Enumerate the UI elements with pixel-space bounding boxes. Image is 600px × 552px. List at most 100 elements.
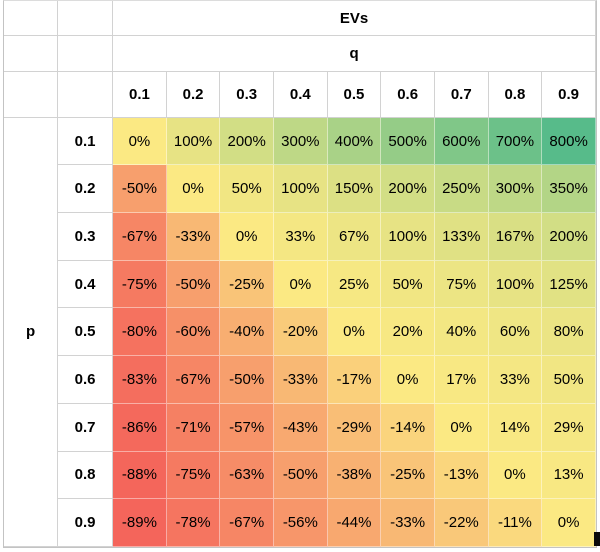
heatmap-cell[interactable]: -14%	[381, 403, 435, 452]
heatmap-cell[interactable]: -67%	[220, 499, 275, 547]
heatmap-cell[interactable]: -50%	[220, 356, 275, 404]
heatmap-cell[interactable]: -60%	[166, 308, 221, 357]
heatmap-cell[interactable]: -11%	[488, 499, 543, 547]
heatmap-cell[interactable]: 25%	[327, 260, 382, 309]
row-header[interactable]: 0.7	[58, 403, 114, 452]
heatmap-cell[interactable]: -50%	[274, 451, 328, 500]
corner-cell[interactable]	[4, 72, 59, 118]
corner-cell[interactable]	[4, 1, 59, 37]
corner-cell[interactable]	[4, 36, 59, 73]
heatmap-cell[interactable]: -13%	[434, 451, 489, 500]
heatmap-cell[interactable]: -57%	[220, 403, 275, 452]
heatmap-cell[interactable]: 100%	[488, 260, 543, 309]
row-header[interactable]: 0.5	[58, 308, 114, 357]
col-axis-label-cell[interactable]: q	[113, 36, 596, 73]
heatmap-cell[interactable]: -33%	[381, 499, 435, 547]
heatmap-cell[interactable]: 67%	[327, 213, 382, 261]
heatmap-cell[interactable]: 13%	[542, 451, 596, 500]
heatmap-cell[interactable]: -63%	[220, 451, 275, 500]
corner-cell[interactable]	[58, 72, 114, 118]
heatmap-cell[interactable]: 0%	[381, 356, 435, 404]
heatmap-cell[interactable]: 200%	[220, 117, 275, 166]
heatmap-cell[interactable]: -25%	[381, 451, 435, 500]
row-header[interactable]: 0.4	[58, 260, 114, 309]
col-header[interactable]: 0.7	[434, 72, 489, 118]
col-header[interactable]: 0.2	[166, 72, 221, 118]
heatmap-cell[interactable]: 0%	[166, 165, 221, 214]
heatmap-cell[interactable]: 200%	[381, 165, 435, 214]
heatmap-cell[interactable]: 0%	[542, 499, 596, 547]
heatmap-cell[interactable]: -50%	[113, 165, 167, 214]
heatmap-cell[interactable]: 0%	[113, 117, 167, 166]
col-header[interactable]: 0.8	[488, 72, 543, 118]
col-header[interactable]: 0.1	[113, 72, 167, 118]
heatmap-cell[interactable]: 100%	[381, 213, 435, 261]
row-header[interactable]: 0.1	[58, 117, 114, 166]
heatmap-cell[interactable]: -83%	[113, 356, 167, 404]
heatmap-cell[interactable]: -78%	[166, 499, 221, 547]
heatmap-cell[interactable]: 29%	[542, 403, 596, 452]
heatmap-cell[interactable]: -22%	[434, 499, 489, 547]
heatmap-cell[interactable]: 500%	[381, 117, 435, 166]
heatmap-cell[interactable]: 0%	[434, 403, 489, 452]
heatmap-cell[interactable]: -33%	[166, 213, 221, 261]
heatmap-cell[interactable]: 60%	[488, 308, 543, 357]
heatmap-cell[interactable]: 0%	[220, 213, 275, 261]
heatmap-cell[interactable]: 400%	[327, 117, 382, 166]
heatmap-cell[interactable]: -80%	[113, 308, 167, 357]
heatmap-cell[interactable]: 200%	[542, 213, 596, 261]
heatmap-cell[interactable]: -86%	[113, 403, 167, 452]
heatmap-cell[interactable]: 100%	[274, 165, 328, 214]
heatmap-cell[interactable]: -25%	[220, 260, 275, 309]
heatmap-cell[interactable]: 0%	[274, 260, 328, 309]
row-header[interactable]: 0.6	[58, 356, 114, 404]
heatmap-cell[interactable]: 0%	[488, 451, 543, 500]
row-header[interactable]: 0.2	[58, 165, 114, 214]
heatmap-cell[interactable]: 0%	[327, 308, 382, 357]
heatmap-cell[interactable]: 50%	[542, 356, 596, 404]
heatmap-cell[interactable]: 20%	[381, 308, 435, 357]
heatmap-cell[interactable]: -88%	[113, 451, 167, 500]
heatmap-cell[interactable]: -40%	[220, 308, 275, 357]
heatmap-cell[interactable]: 125%	[542, 260, 596, 309]
corner-cell[interactable]	[58, 36, 114, 73]
col-header[interactable]: 0.9	[542, 72, 596, 118]
row-header[interactable]: 0.8	[58, 451, 114, 500]
heatmap-cell[interactable]: -20%	[274, 308, 328, 357]
col-header[interactable]: 0.6	[381, 72, 435, 118]
heatmap-cell[interactable]: -17%	[327, 356, 382, 404]
heatmap-cell[interactable]: 40%	[434, 308, 489, 357]
col-header[interactable]: 0.5	[327, 72, 382, 118]
heatmap-cell[interactable]: -75%	[113, 260, 167, 309]
heatmap-cell[interactable]: -71%	[166, 403, 221, 452]
heatmap-cell[interactable]: -43%	[274, 403, 328, 452]
heatmap-cell[interactable]: -75%	[166, 451, 221, 500]
heatmap-cell[interactable]: 100%	[166, 117, 221, 166]
heatmap-cell[interactable]: 50%	[220, 165, 275, 214]
corner-cell[interactable]	[58, 1, 114, 37]
heatmap-cell[interactable]: -67%	[113, 213, 167, 261]
col-header[interactable]: 0.4	[274, 72, 328, 118]
col-header[interactable]: 0.3	[220, 72, 275, 118]
heatmap-cell[interactable]: -56%	[274, 499, 328, 547]
heatmap-cell[interactable]: 167%	[488, 213, 543, 261]
heatmap-cell[interactable]: 350%	[542, 165, 596, 214]
heatmap-cell[interactable]: 300%	[488, 165, 543, 214]
row-axis-label-cell[interactable]: p	[4, 117, 59, 547]
heatmap-cell[interactable]: 600%	[434, 117, 489, 166]
heatmap-cell[interactable]: 14%	[488, 403, 543, 452]
row-header[interactable]: 0.9	[58, 499, 114, 547]
heatmap-cell[interactable]: 133%	[434, 213, 489, 261]
heatmap-cell[interactable]: 300%	[274, 117, 328, 166]
row-header[interactable]: 0.3	[58, 213, 114, 261]
heatmap-cell[interactable]: 80%	[542, 308, 596, 357]
heatmap-cell[interactable]: -44%	[327, 499, 382, 547]
heatmap-cell[interactable]: 75%	[434, 260, 489, 309]
heatmap-cell[interactable]: 50%	[381, 260, 435, 309]
heatmap-cell[interactable]: -29%	[327, 403, 382, 452]
heatmap-cell[interactable]: 700%	[488, 117, 543, 166]
heatmap-cell[interactable]: 800%	[542, 117, 596, 166]
heatmap-cell[interactable]: -89%	[113, 499, 167, 547]
heatmap-cell[interactable]: -38%	[327, 451, 382, 500]
heatmap-cell[interactable]: 33%	[488, 356, 543, 404]
